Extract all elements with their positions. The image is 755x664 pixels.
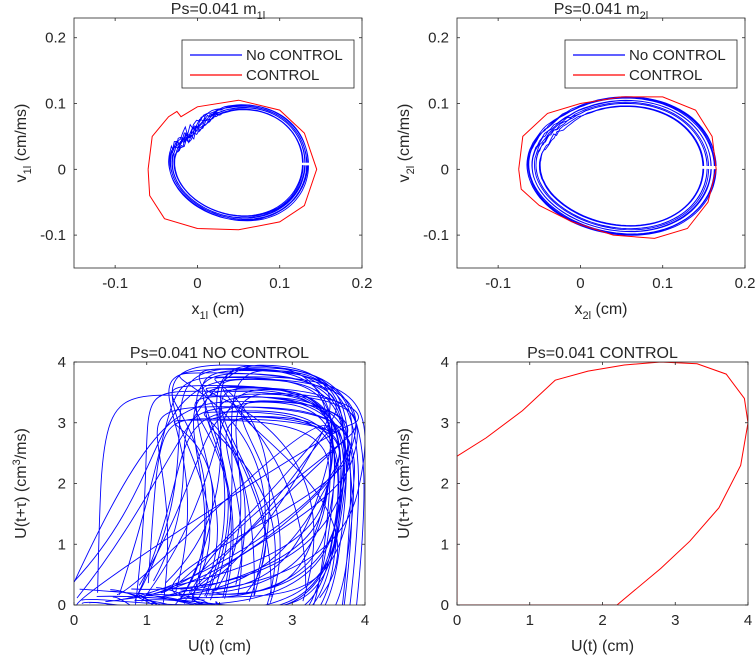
x-tick-label: 0.2 — [735, 275, 755, 292]
plot-2: -0.1 0 0.1 0.2 -0.1 0 0.1 0.2 Ps=0.041 m2l x2l (c… — [396, 1, 755, 322]
y-tick-label: 0 — [441, 161, 449, 178]
y-tick-label: -0.1 — [423, 227, 449, 244]
x-tick-label: 0 — [453, 612, 461, 629]
plot-1: -0.1 0 0.1 0.2 -0.1 0 0.1 0.2 Ps=0.041 m1l x1l (c… — [13, 1, 372, 322]
x-tick-label: 1 — [143, 612, 151, 629]
x-tick-label: 1 — [526, 612, 534, 629]
x-tick-label: 0.1 — [652, 275, 673, 292]
x-tick-label: 0 — [193, 275, 201, 292]
legend-label-2: CONTROL — [246, 67, 319, 84]
x-tick-label: 2 — [598, 612, 606, 629]
x-axis-label: x1l (cm) — [192, 301, 245, 322]
y-tick-label: 3 — [441, 415, 449, 432]
y-axis-label: U(t+τ) (cm3/ms) — [11, 428, 30, 539]
y-tick-label: 1 — [441, 536, 449, 553]
plot-3: 0 1 2 3 4 0 1 2 3 4 Ps=0.041 NO CONTROL U(t) (cm) U(… — [11, 345, 369, 655]
plot-4: 0 1 2 3 4 0 1 2 3 4 Ps=0.041 CONTROL U(t) (cm) U(t+τ… — [394, 345, 752, 655]
y-tick-label: 2 — [58, 476, 66, 493]
chart-title: Ps=0.041 m2l — [554, 1, 648, 22]
y-tick-label: 4 — [441, 354, 449, 371]
y-tick-label: 0.1 — [45, 96, 66, 113]
plot-area — [457, 362, 748, 605]
x-tick-label: 0 — [70, 612, 78, 629]
y-tick-label: 1 — [58, 536, 66, 553]
x-axis-label: x2l (cm) — [575, 301, 628, 322]
y-tick-label: 0 — [58, 161, 66, 178]
series-1-line — [168, 104, 309, 222]
x-tick-label: -0.1 — [102, 275, 128, 292]
x-axis-label: U(t) (cm) — [571, 638, 634, 655]
axes-box — [456, 361, 749, 606]
legend-box — [564, 39, 738, 89]
x-tick-label: 4 — [361, 612, 369, 629]
x-tick-label: 0.1 — [269, 275, 290, 292]
legend-box — [181, 39, 355, 89]
x-tick-label: 4 — [744, 612, 752, 629]
legend: No CONTROL CONTROL — [564, 39, 738, 89]
series-1-line — [74, 364, 365, 605]
axes-box — [73, 17, 363, 269]
y-tick-label: -0.1 — [40, 227, 66, 244]
x-tick-label: 0.2 — [352, 275, 373, 292]
y-axis-label: U(t+τ) (cm3/ms) — [394, 428, 413, 539]
legend-label-1: No CONTROL — [246, 47, 343, 64]
y-axis-label: v1l (cm/ms) — [13, 104, 34, 183]
series-2-line — [518, 96, 717, 239]
legend: No CONTROL CONTROL — [181, 39, 355, 89]
y-axis-label: v2l (cm/ms) — [396, 104, 417, 183]
y-tick-label: 0.2 — [45, 30, 66, 47]
series-1-line — [457, 362, 748, 605]
y-tick-label: 0.2 — [428, 30, 449, 47]
series-1-line — [526, 96, 717, 236]
plot-area — [518, 96, 717, 239]
x-tick-label: 2 — [215, 612, 223, 629]
plot-area — [147, 99, 318, 231]
y-tick-label: 0 — [441, 597, 449, 614]
chart-title: Ps=0.041 m1l — [171, 1, 265, 22]
x-axis-label: U(t) (cm) — [188, 638, 251, 655]
chart-title: Ps=0.041 CONTROL — [527, 345, 678, 362]
y-tick-label: 0.1 — [428, 96, 449, 113]
legend-label-2: CONTROL — [629, 67, 702, 84]
axes-box — [456, 17, 746, 269]
x-tick-label: 3 — [288, 612, 296, 629]
y-tick-label: 4 — [58, 354, 66, 371]
y-tick-label: 2 — [441, 476, 449, 493]
y-tick-label: 0 — [58, 597, 66, 614]
x-tick-label: 0 — [576, 275, 584, 292]
plot-area — [74, 364, 365, 605]
x-tick-label: 3 — [671, 612, 679, 629]
y-tick-label: 3 — [58, 415, 66, 432]
chart-title: Ps=0.041 NO CONTROL — [130, 345, 309, 362]
series-2-line — [147, 99, 318, 231]
x-tick-label: -0.1 — [485, 275, 511, 292]
legend-label-1: No CONTROL — [629, 47, 726, 64]
